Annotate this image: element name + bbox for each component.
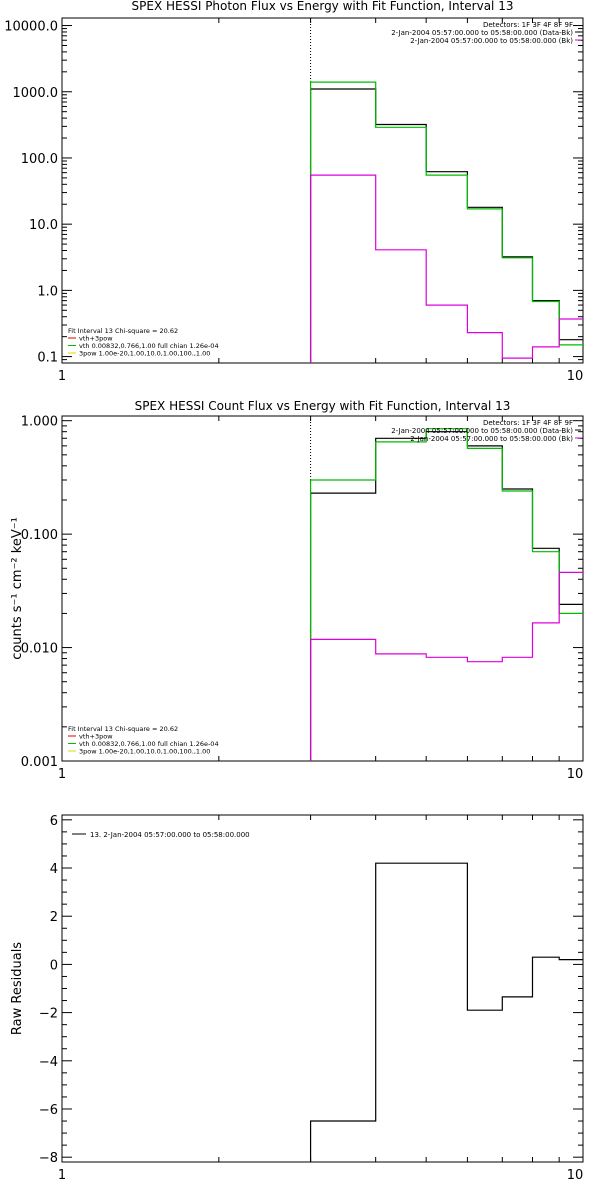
legend-text: Detectors: 1F 3F 4F 8F 9F: [483, 419, 573, 427]
y-axis-label: Raw Residuals: [10, 942, 25, 1035]
y-tick-label: −8: [39, 1151, 58, 1166]
series-line-1: [309, 88, 583, 363]
plot-frame: [61, 814, 584, 1163]
plot-panel-3: −8 −6 −4 −2 0 2 4 6 1 10 Raw Residuals 13. 2-Jan-20…: [10, 814, 584, 1183]
y-tick-label: 0.1: [37, 351, 58, 366]
y-tick-label: 6: [50, 814, 58, 829]
y-tick-label: 0: [50, 958, 58, 973]
series-line-3: [309, 174, 583, 363]
y-tick-label: −4: [39, 1055, 58, 1070]
y-tick-label: 1000.0: [13, 86, 59, 101]
x-tick-label: 1: [58, 767, 66, 782]
x-tick-label: 1: [58, 369, 66, 384]
y-tick-label: 10000.0: [4, 20, 58, 35]
legend-text: Fit Interval 13 Chi-square = 20.62: [68, 327, 178, 335]
legend-text: 2-Jan-2004 05:57:00.000 to 05:58:00.000 …: [391, 427, 573, 435]
y-tick-label: 4: [50, 862, 58, 877]
legend-text: Detectors: 1F 3F 4F 8F 9F: [483, 21, 573, 29]
y-tick-label: −2: [39, 1007, 58, 1022]
x-tick-label: 10: [567, 1168, 584, 1183]
y-tick-label: 0.100: [21, 528, 58, 543]
plot-panel-1: SPEX HESSI Photon Flux vs Energy with Fi…: [4, 0, 584, 384]
y-tick-label: −6: [39, 1103, 58, 1118]
y-tick-label: 0.001: [21, 755, 58, 770]
legend-text: 13. 2-Jan-2004 05:57:00.000 to 05:58:00.…: [90, 831, 250, 839]
legend-text: 2-Jan-2004 05:57:00.000 to 05:58:00.000 …: [391, 29, 573, 37]
plot-frame: [61, 17, 584, 364]
y-tick-label: 2: [50, 910, 58, 925]
plot-frame: [61, 415, 584, 762]
y-tick-label: 10.0: [29, 218, 58, 233]
chart-title: SPEX HESSI Photon Flux vs Energy with Fi…: [132, 0, 514, 13]
plot-panel-2: SPEX HESSI Count Flux vs Energy with Fit…: [10, 399, 584, 782]
series-line-2: [309, 428, 583, 761]
series-line-1: [309, 862, 583, 1162]
y-tick-label: 0.010: [21, 642, 58, 657]
series-line-3: [309, 571, 583, 761]
chart-title: SPEX HESSI Count Flux vs Energy with Fit…: [135, 399, 511, 413]
legend-text: vth+3pow: [79, 733, 113, 741]
legend-text: Fit Interval 13 Chi-square = 20.62: [68, 725, 178, 733]
x-tick-label: 10: [567, 767, 584, 782]
legend-text: 3pow 1.00e-20,1.00,10.0,1.00,100.,1.00: [79, 748, 210, 756]
legend-text: 2-Jan-2004 05:57:00.000 to 05:58:00.000 …: [410, 435, 573, 443]
series-line-2: [309, 80, 583, 363]
legend-text: vth 0.00832,0.766,1.00 full chian 1.26e-…: [79, 740, 219, 748]
x-tick-label: 10: [567, 369, 584, 384]
legend-text: vth 0.00832,0.766,1.00 full chian 1.26e-…: [79, 342, 219, 350]
y-tick-label: 1.000: [21, 415, 58, 430]
x-tick-label: 1: [58, 1168, 66, 1183]
series-line-1: [309, 431, 583, 761]
y-tick-label: 100.0: [21, 152, 58, 167]
y-tick-label: 1.0: [37, 284, 58, 299]
legend-text: 2-Jan-2004 05:57:00.000 to 05:58:00.000 …: [410, 37, 573, 45]
legend-text: 3pow 1.00e-20,1.00,10.0,1.00,100.,1.00: [79, 350, 210, 358]
legend-text: vth+3pow: [79, 335, 113, 343]
y-axis-label: counts s⁻¹ cm⁻² keV⁻¹: [10, 517, 25, 660]
